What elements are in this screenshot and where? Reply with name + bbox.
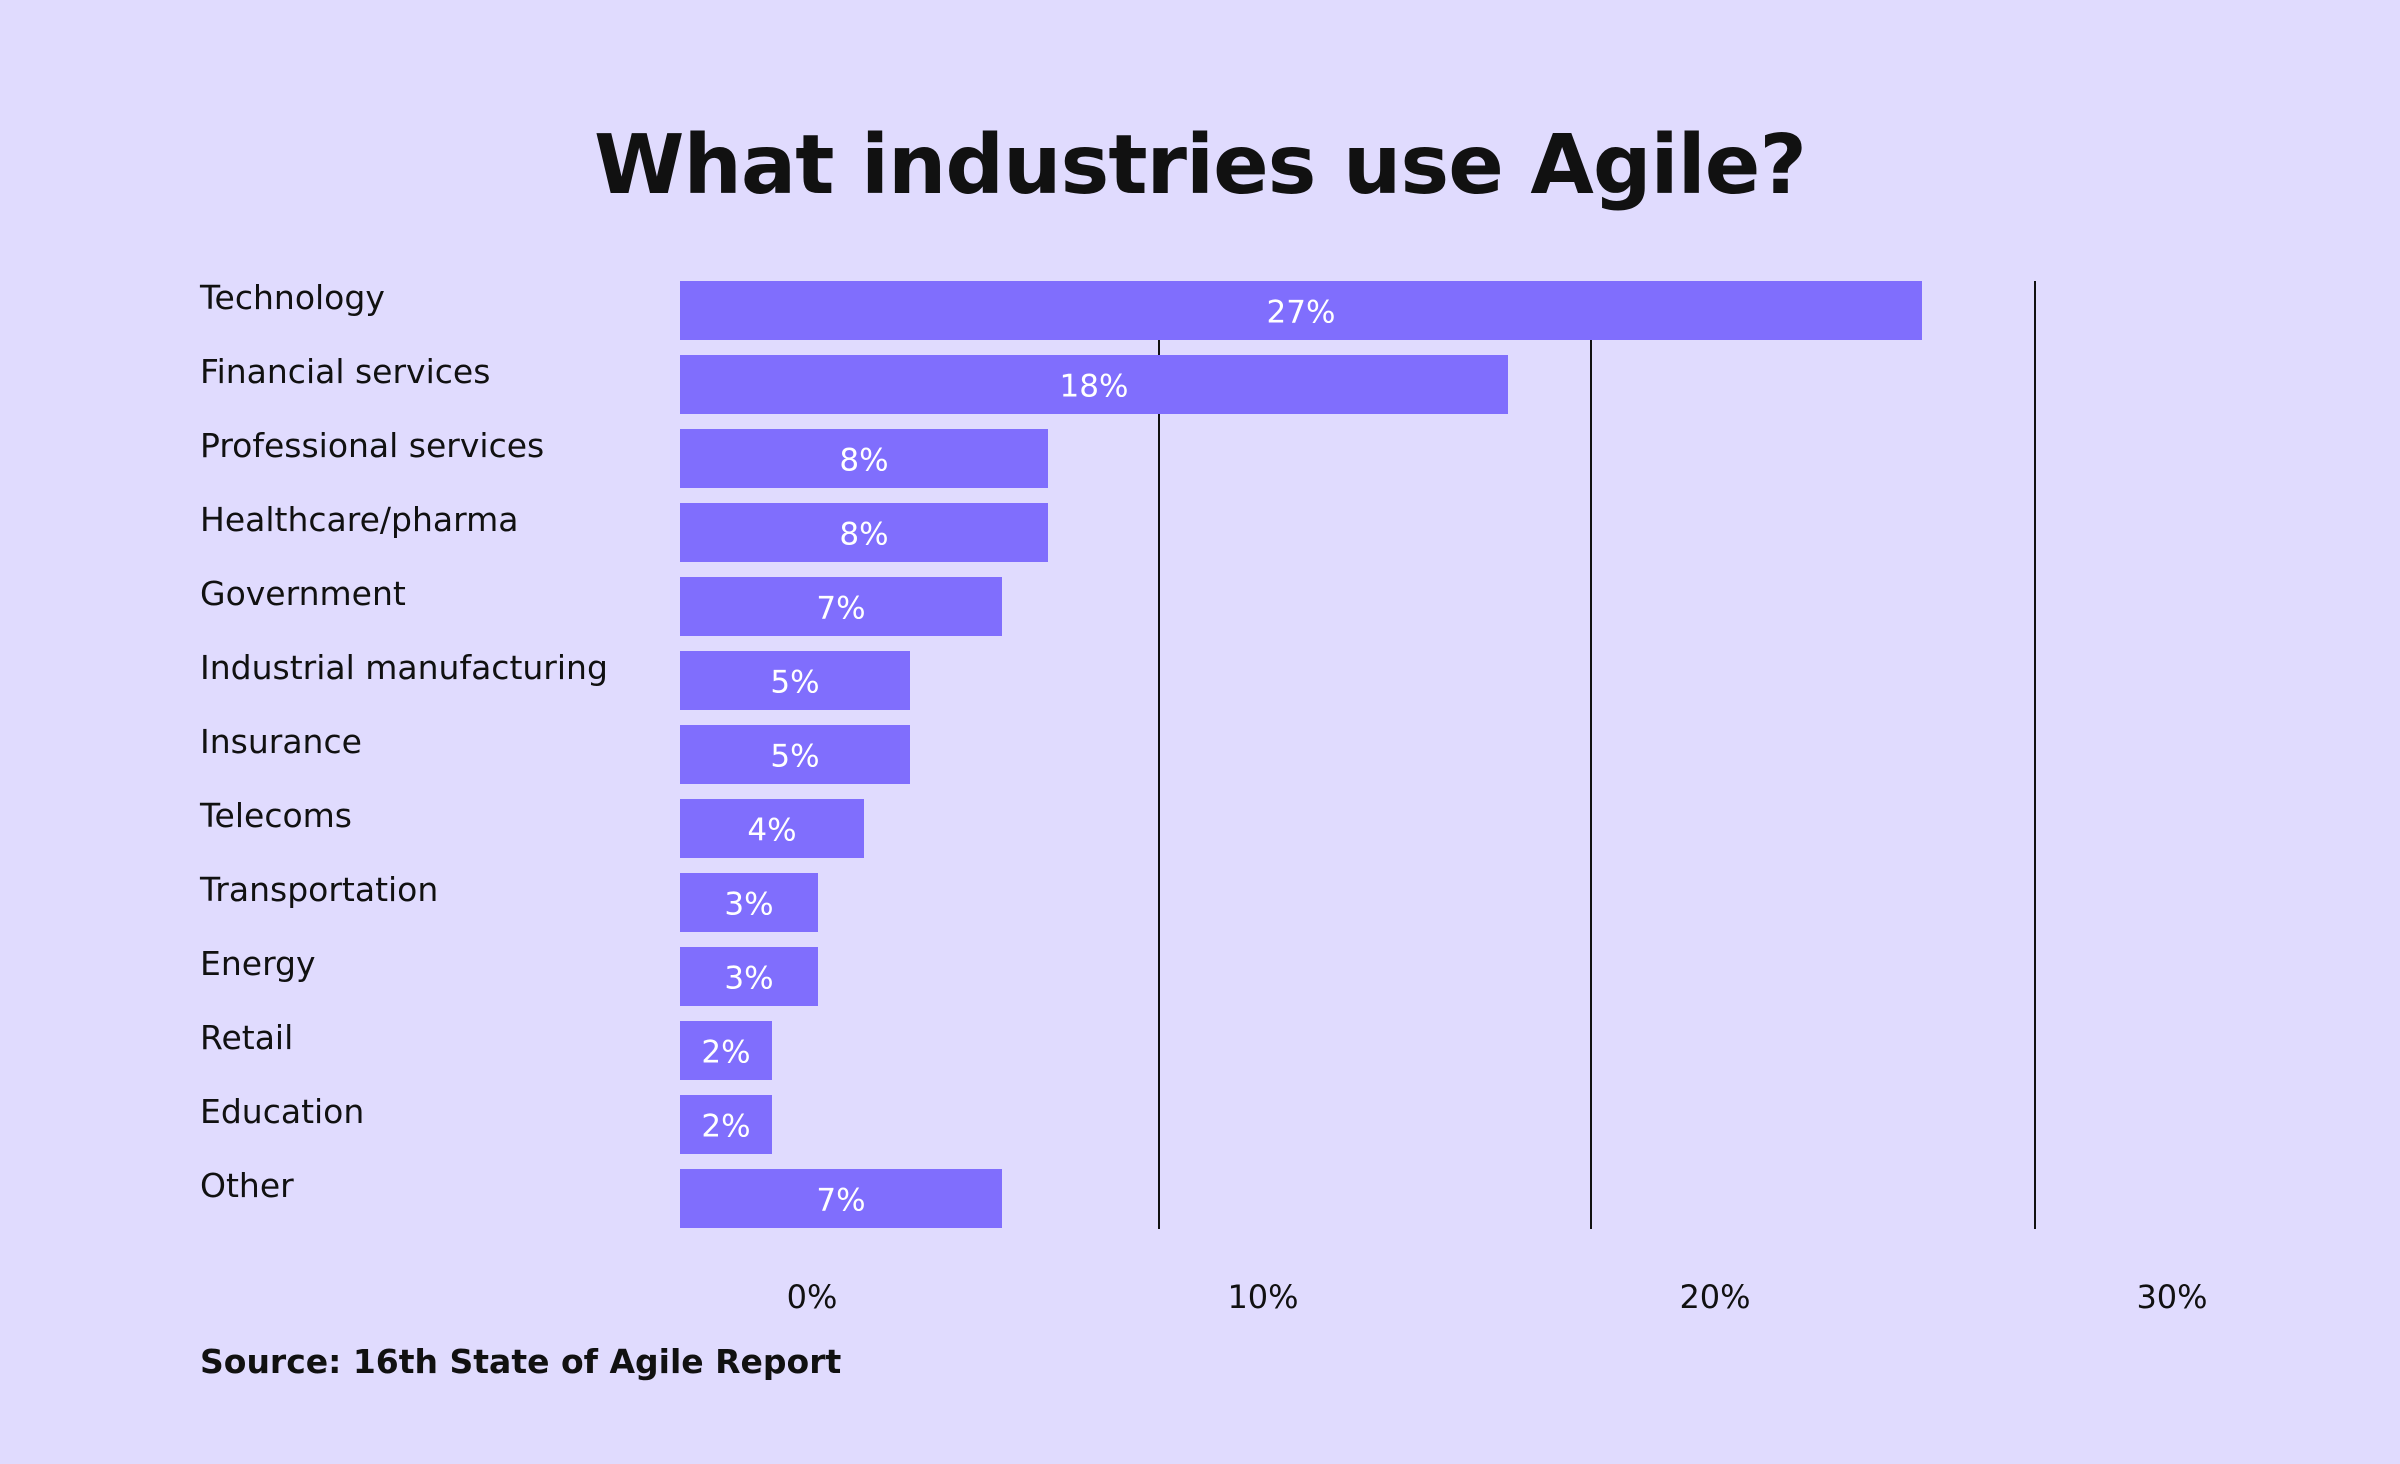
bar-financial-services — [680, 355, 1508, 414]
value-label-other: 7% — [816, 1183, 865, 1219]
value-label-professional-services: 8% — [839, 443, 888, 479]
bar-other — [680, 1169, 1002, 1228]
value-labels: 27% 18% 8% 8% 7% 5% 5% 4% 3% 3% 2% 2% 7% — [701, 295, 1335, 1219]
category-label-energy: Energy — [200, 944, 316, 983]
bar-telecoms — [680, 799, 864, 858]
category-label-insurance: Insurance — [200, 722, 362, 761]
value-label-technology: 27% — [1267, 295, 1336, 331]
value-label-telecoms: 4% — [747, 813, 796, 849]
chart-title: What industries use Agile? — [594, 118, 1807, 213]
value-label-retail: 2% — [701, 1035, 750, 1071]
category-label-telecoms: Telecoms — [199, 796, 352, 835]
category-label-other: Other — [200, 1166, 294, 1205]
value-label-insurance: 5% — [770, 739, 819, 775]
category-label-healthcare-pharma: Healthcare/pharma — [200, 500, 518, 539]
bar-industrial-manufacturing — [680, 651, 910, 710]
value-label-education: 2% — [701, 1109, 750, 1145]
category-label-technology: Technology — [199, 278, 385, 317]
value-label-transportation: 3% — [724, 887, 773, 923]
category-label-retail: Retail — [200, 1018, 293, 1057]
bar-education — [680, 1095, 772, 1154]
value-label-financial-services: 18% — [1060, 369, 1129, 405]
category-label-transportation: Transportation — [199, 870, 438, 909]
value-label-healthcare-pharma: 8% — [839, 517, 888, 553]
category-label-financial-services: Financial services — [200, 352, 490, 391]
bar-retail — [680, 1021, 772, 1080]
category-label-industrial-manufacturing: Industrial manufacturing — [200, 648, 608, 687]
value-label-energy: 3% — [724, 961, 773, 997]
bar-insurance — [680, 725, 910, 784]
x-tick-0: 0% — [787, 1278, 838, 1316]
category-label-government: Government — [200, 574, 406, 613]
category-label-education: Education — [200, 1092, 364, 1131]
bar-professional-services — [680, 429, 1048, 488]
bar-transportation — [680, 873, 818, 932]
x-tick-2: 20% — [1679, 1278, 1750, 1316]
value-label-government: 7% — [816, 591, 865, 627]
bar-energy — [680, 947, 818, 1006]
category-labels: Technology Financial services Professional… — [199, 278, 608, 1205]
x-axis-ticks: 0% 10% 20% 30% — [787, 1278, 2208, 1316]
bar-government — [680, 577, 1002, 636]
x-tick-3: 30% — [2136, 1278, 2207, 1316]
bars — [680, 281, 1922, 1228]
category-label-professional-services: Professional services — [200, 426, 544, 465]
gridlines — [1158, 281, 2036, 1229]
x-tick-1: 10% — [1227, 1278, 1298, 1316]
bar-healthcare-pharma — [680, 503, 1048, 562]
value-label-industrial-manufacturing: 5% — [770, 665, 819, 701]
bar-technology — [680, 281, 1922, 340]
source-note: Source: 16th State of Agile Report — [200, 1342, 842, 1381]
